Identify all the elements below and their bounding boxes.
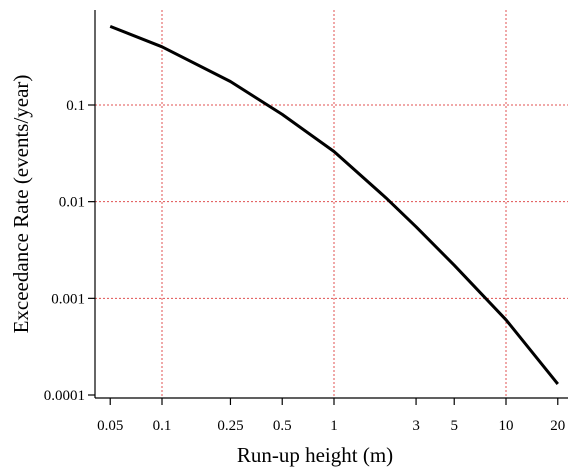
x-axis-title: Run-up height (m): [237, 443, 393, 467]
x-ticks: 0.05 0.1 0.25 0.5 1 3 5 10 20: [97, 398, 565, 434]
x-tick-label-0: 0.05: [97, 418, 123, 434]
y-tick-label-1: 0.001: [51, 291, 85, 307]
series: [109, 25, 559, 385]
x-tick-label-7: 10: [499, 418, 514, 434]
series-line-0: [109, 25, 559, 385]
y-ticks: 0.0001 0.001 0.01 0.1: [44, 98, 95, 404]
x-tick-label-5: 3: [412, 418, 420, 434]
x-tick-label-2: 0.25: [217, 418, 243, 434]
y-tick-label-2: 0.01: [59, 195, 85, 211]
y-tick-label-3: 0.1: [66, 98, 85, 114]
x-tick-label-8: 20: [550, 418, 565, 434]
y-axis-title: Exceedance Rate (events/year): [9, 75, 33, 334]
x-tick-label-4: 1: [330, 418, 338, 434]
axes: [94, 10, 568, 399]
x-tick-label-1: 0.1: [153, 418, 172, 434]
x-tick-label-6: 5: [450, 418, 458, 434]
x-tick-label-3: 0.5: [273, 418, 292, 434]
y-tick-label-0: 0.0001: [44, 388, 85, 404]
grid-lines: [95, 10, 568, 398]
